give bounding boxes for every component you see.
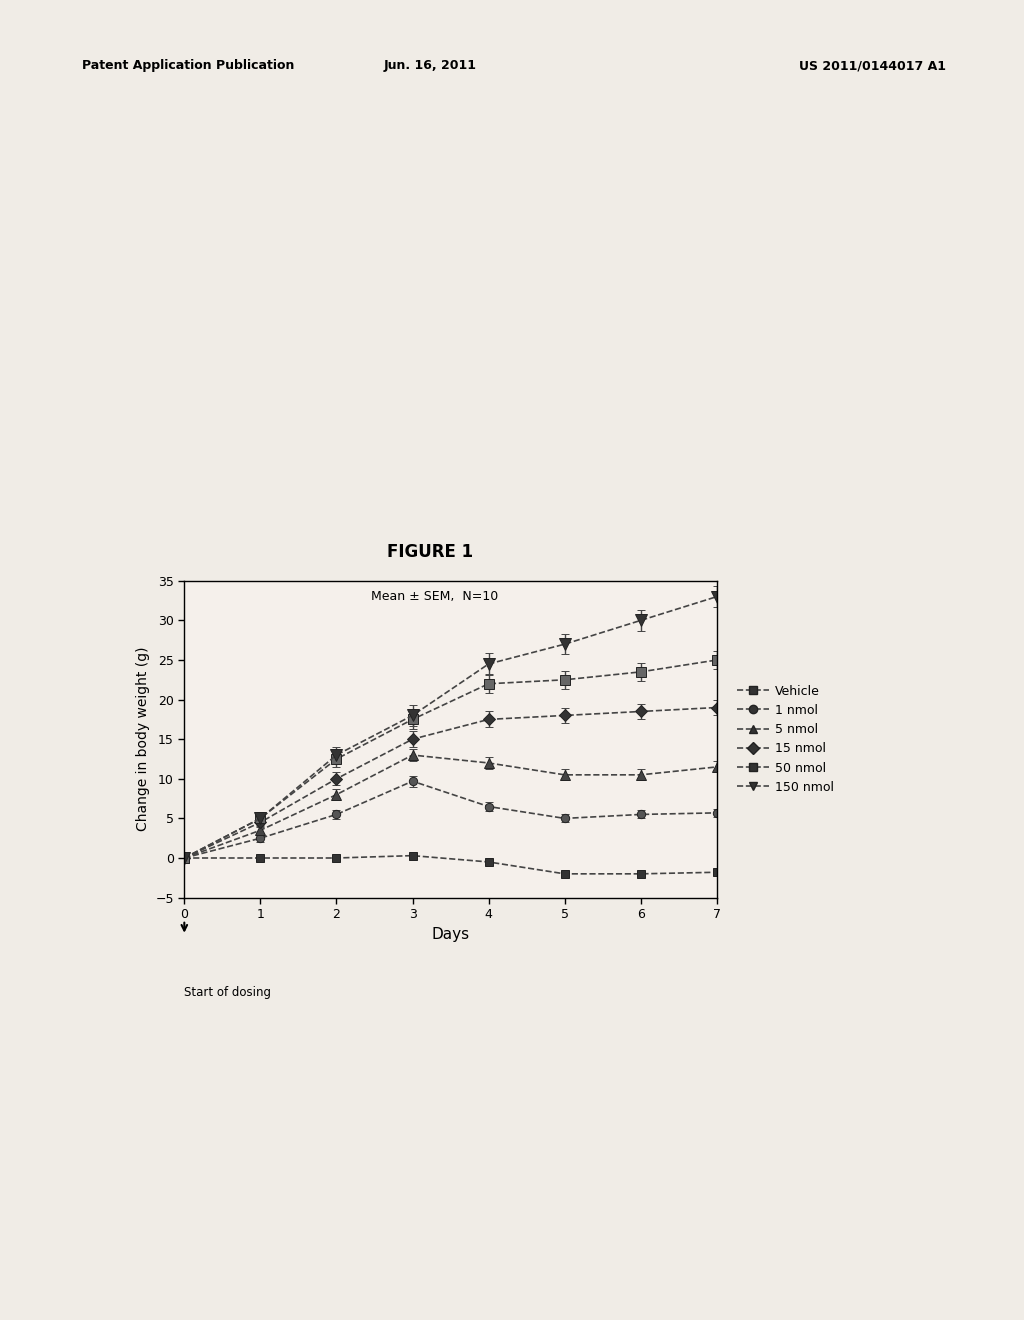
Text: Mean ± SEM,  N=10: Mean ± SEM, N=10: [371, 590, 498, 603]
Text: Patent Application Publication: Patent Application Publication: [82, 59, 294, 73]
X-axis label: Days: Days: [431, 927, 470, 941]
Text: Jun. 16, 2011: Jun. 16, 2011: [384, 59, 476, 73]
Text: US 2011/0144017 A1: US 2011/0144017 A1: [799, 59, 946, 73]
Text: FIGURE 1: FIGURE 1: [387, 543, 473, 561]
Y-axis label: Change in body weight (g): Change in body weight (g): [136, 647, 150, 832]
Legend: Vehicle, 1 nmol, 5 nmol, 15 nmol, 50 nmol, 150 nmol: Vehicle, 1 nmol, 5 nmol, 15 nmol, 50 nmo…: [734, 681, 838, 797]
Text: Start of dosing: Start of dosing: [184, 986, 271, 999]
